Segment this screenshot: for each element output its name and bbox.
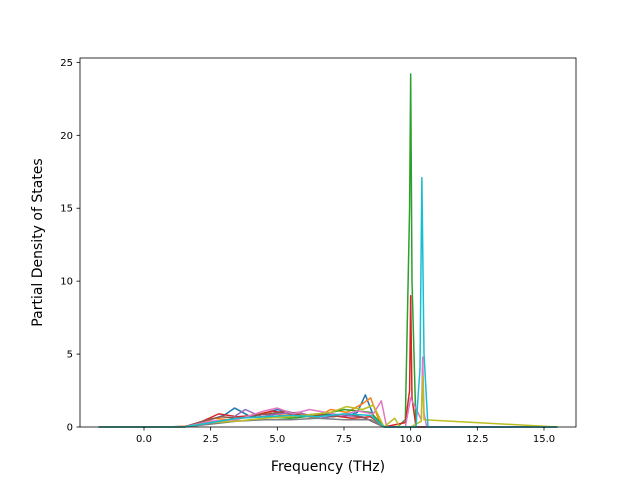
y-tick-label: 0	[67, 423, 73, 434]
x-tick-label: 0.0	[136, 434, 152, 445]
series-line-9	[98, 375, 558, 428]
y-tick-label: 10	[60, 277, 73, 288]
y-axis-label: Partial Density of States	[30, 158, 46, 326]
y-axis-ticks: 0 5 10 15 20 25	[60, 58, 80, 434]
series-layer	[98, 73, 558, 428]
y-tick-label: 15	[60, 204, 73, 215]
x-tick-label: 2.5	[203, 434, 219, 445]
x-tick-label: 5.0	[269, 434, 285, 445]
x-tick-label: 7.5	[336, 434, 352, 445]
y-tick-label: 5	[67, 350, 73, 361]
x-axis-label: Frequency (THz)	[271, 459, 385, 475]
y-tick-label: 20	[60, 131, 73, 142]
x-axis-ticks: 0.0 2.5 5.0 7.5 10.0 12.5 15.0	[136, 427, 555, 445]
series-line-3	[98, 73, 558, 428]
series-line-10	[98, 176, 558, 428]
series-line-8	[98, 417, 558, 428]
x-tick-label: 15.0	[533, 434, 555, 445]
series-line-4	[98, 294, 558, 428]
y-tick-label: 25	[60, 58, 73, 69]
plot-frame	[79, 57, 577, 428]
x-tick-label: 12.5	[466, 434, 488, 445]
x-tick-label: 10.0	[400, 434, 422, 445]
